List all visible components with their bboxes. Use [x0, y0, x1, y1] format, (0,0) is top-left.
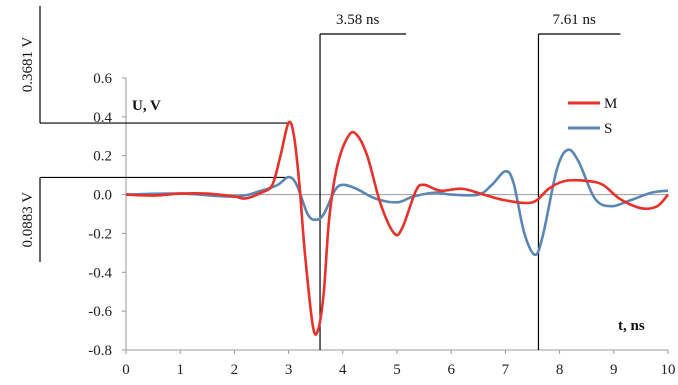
- y-tick-label: -0.8: [88, 343, 112, 359]
- x-tick-label: 9: [610, 362, 618, 378]
- y-tick-label: -0.4: [88, 265, 112, 281]
- x-tick-label: 8: [556, 362, 564, 378]
- x-tick-label: 3: [285, 362, 293, 378]
- x-tick-label: 6: [447, 362, 455, 378]
- legend: M S: [568, 96, 617, 137]
- x-tick-label: 4: [339, 362, 347, 378]
- y-tick-label: 0.6: [93, 71, 112, 87]
- y-tick-label: -0.6: [88, 304, 112, 320]
- y-tick-label: 0.4: [93, 110, 112, 126]
- legend-label-m: M: [604, 96, 617, 112]
- x-tick-label: 1: [176, 362, 184, 378]
- x-tick-labels: 0 1 2 3 4 5 6 7 8 9 10: [122, 350, 676, 378]
- x-tick-label: 0: [122, 362, 130, 378]
- annotation-7.61ns: 7.61 ns: [537, 12, 621, 350]
- x-tick-label: 5: [393, 362, 401, 378]
- annotation-0.3681V: 0.3681 V: [20, 6, 289, 124]
- x-tick-label: 10: [661, 362, 676, 378]
- series-line-s: [125, 148, 669, 257]
- x-tick-label: 7: [502, 362, 510, 378]
- y-tick-labels: 0.6 0.4 0.2 0.0 -0.2 -0.4 -0.6 -0.8: [88, 71, 126, 359]
- y-tick-label: 0.0: [93, 188, 112, 204]
- annotation-label-0.0883V: 0.0883 V: [20, 192, 36, 248]
- x-axis-label: t, ns: [618, 318, 645, 334]
- annotation-label-7.61ns: 7.61 ns: [552, 12, 596, 28]
- annotation-label-3.58ns: 3.58 ns: [336, 12, 380, 28]
- annotation-3.58ns: 3.58 ns: [319, 12, 407, 350]
- annotation-0.0883V: 0.0883 V: [20, 176, 289, 262]
- legend-label-s: S: [604, 121, 612, 137]
- y-tick-label: -0.2: [88, 226, 112, 242]
- annotation-label-0.3681V: 0.3681 V: [20, 37, 36, 93]
- y-tick-label: 0.2: [93, 149, 112, 165]
- series-line-m: [125, 120, 669, 336]
- x-tick-label: 2: [231, 362, 239, 378]
- y-axis-label: U, V: [132, 98, 161, 114]
